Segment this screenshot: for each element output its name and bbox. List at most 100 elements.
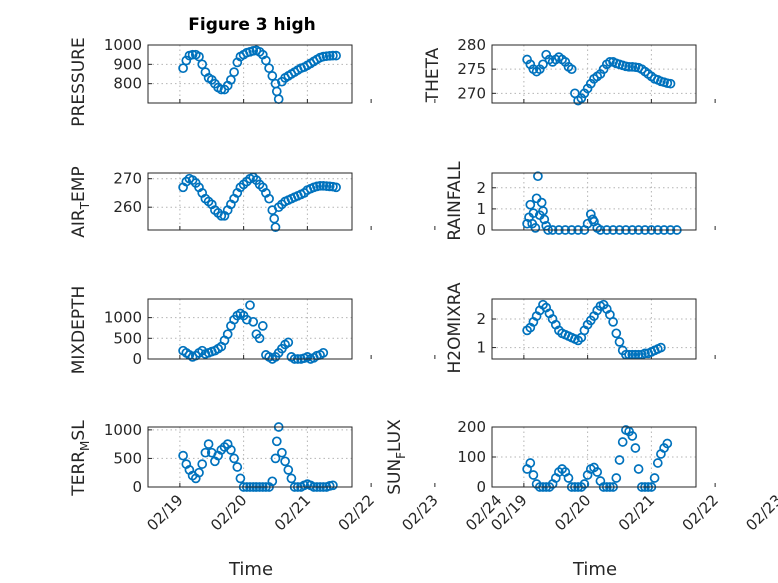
y-tick-label: 270 — [457, 84, 486, 102]
y-tick-label: 270 — [113, 170, 142, 188]
data-point — [286, 473, 297, 484]
data-point — [605, 57, 615, 67]
data-point — [254, 333, 265, 344]
data-point — [241, 314, 252, 325]
data-point — [235, 473, 246, 484]
axes-frame — [491, 298, 697, 360]
data-point — [328, 50, 338, 61]
data-point — [248, 316, 259, 327]
y-tick-label: 1 — [476, 339, 486, 357]
axes-frame — [491, 172, 697, 231]
data-point — [611, 328, 622, 339]
data-point — [197, 459, 208, 469]
data-point — [315, 180, 325, 191]
data-point — [624, 61, 634, 72]
data-point — [331, 50, 341, 61]
data-point — [538, 59, 548, 70]
axes-frame — [147, 172, 353, 231]
xlabel-left: Time — [228, 559, 273, 580]
y-tick-label: 1000 — [104, 36, 142, 54]
x-tick-label: 02/23 — [398, 491, 441, 534]
data-point — [328, 480, 338, 491]
x-tick-label: 02/23 — [742, 491, 778, 534]
data-point — [178, 450, 188, 461]
y-tick-label: 1 — [476, 200, 486, 218]
data-point — [194, 467, 204, 478]
data-point — [614, 455, 625, 465]
axes-frame — [147, 44, 353, 104]
data-point — [530, 223, 541, 233]
y-tick-label: 0 — [132, 478, 142, 496]
y-tick-label: 1000 — [104, 421, 142, 439]
data-point — [662, 438, 673, 449]
data-point — [187, 49, 198, 60]
rainfall-panel: 0 1 2 — [476, 171, 716, 239]
theta-panel: 270 275 280 — [457, 36, 716, 106]
axes-frame — [491, 426, 697, 488]
axes-frame — [147, 298, 353, 360]
data-point — [264, 63, 274, 74]
y-tick-label: 200 — [457, 418, 486, 436]
data-point — [579, 479, 590, 489]
data-point — [611, 473, 622, 483]
data-point — [566, 64, 577, 75]
data-point — [318, 180, 329, 191]
data-point — [633, 464, 644, 474]
x-tick-label: 02/21 — [615, 491, 658, 534]
axes-frame — [147, 426, 353, 488]
data-point — [267, 71, 278, 81]
data-point — [194, 51, 204, 62]
data-point — [261, 55, 271, 66]
y-tick-label: 800 — [113, 75, 142, 93]
data-point — [652, 458, 663, 468]
data-point — [640, 348, 650, 359]
y-tick-label: 1000 — [104, 309, 142, 327]
data-point — [271, 436, 282, 447]
air-temp-panel: 260 270 — [113, 170, 500, 233]
x-tick-label: 02/20 — [207, 491, 250, 534]
data-point — [649, 473, 660, 483]
data-point — [267, 476, 278, 487]
data-point — [528, 208, 539, 218]
data-point — [533, 171, 543, 182]
data-point — [539, 214, 550, 225]
ylabel-mixdepth: MIXDEPTH — [69, 286, 89, 375]
data-point — [592, 467, 603, 477]
data-point — [525, 458, 536, 468]
y-tick-label: 100 — [457, 448, 486, 466]
data-point — [608, 317, 618, 327]
y-tick-label: 2 — [476, 310, 486, 328]
y-tick-label: 260 — [113, 198, 142, 216]
ylabel-pressure: PRESSURE — [69, 37, 89, 126]
data-point — [257, 321, 268, 331]
data-point — [563, 473, 574, 483]
data-point — [280, 456, 290, 467]
data-point — [627, 431, 638, 441]
data-point — [283, 465, 294, 475]
sun-flux-axes-box — [491, 426, 697, 488]
ylabel-rainfall: RAINFALL — [445, 161, 465, 241]
data-point — [216, 210, 227, 221]
h2omixra-panel: 12 — [476, 298, 716, 360]
data-point — [229, 453, 239, 464]
data-point — [614, 337, 625, 347]
data-point — [630, 443, 641, 453]
x-tick-label: 02/22 — [335, 491, 378, 534]
data-point — [525, 199, 536, 210]
data-point — [277, 447, 287, 458]
data-point — [226, 74, 236, 85]
data-point — [665, 78, 676, 89]
data-point — [203, 439, 214, 449]
y-tick-label: 280 — [457, 36, 486, 54]
data-point — [324, 50, 335, 61]
data-point — [229, 67, 239, 77]
data-point — [178, 63, 188, 74]
ylabel-air-temp: AIRTEMP — [69, 166, 92, 237]
figure-title: Figure 3 high — [188, 15, 316, 35]
y-tick-label: 500 — [113, 449, 142, 467]
data-point — [617, 437, 628, 447]
data-point — [321, 181, 332, 191]
